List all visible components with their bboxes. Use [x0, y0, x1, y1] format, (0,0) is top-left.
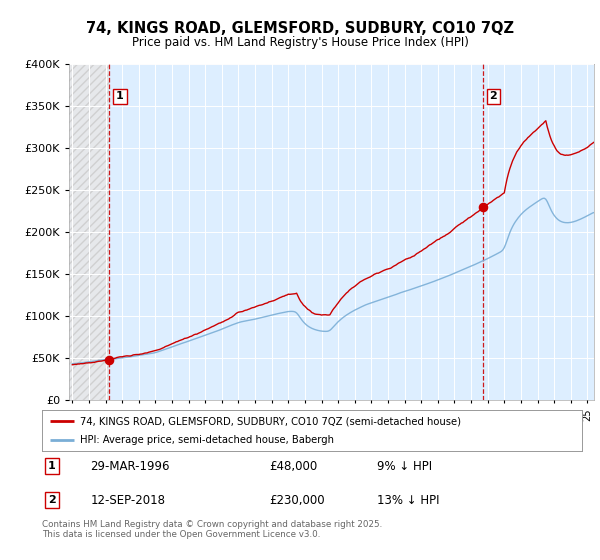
Text: 9% ↓ HPI: 9% ↓ HPI	[377, 460, 432, 473]
Text: Price paid vs. HM Land Registry's House Price Index (HPI): Price paid vs. HM Land Registry's House …	[131, 36, 469, 49]
Text: 74, KINGS ROAD, GLEMSFORD, SUDBURY, CO10 7QZ: 74, KINGS ROAD, GLEMSFORD, SUDBURY, CO10…	[86, 21, 514, 36]
Text: 74, KINGS ROAD, GLEMSFORD, SUDBURY, CO10 7QZ (semi-detached house): 74, KINGS ROAD, GLEMSFORD, SUDBURY, CO10…	[80, 417, 461, 426]
Text: 29-MAR-1996: 29-MAR-1996	[91, 460, 170, 473]
Text: 13% ↓ HPI: 13% ↓ HPI	[377, 494, 439, 507]
Point	[104, 356, 114, 365]
Bar	[69, 64, 109, 400]
Point	[478, 203, 488, 212]
Text: 1: 1	[116, 91, 124, 101]
Text: Contains HM Land Registry data © Crown copyright and database right 2025.
This d: Contains HM Land Registry data © Crown c…	[42, 520, 382, 539]
Text: 2: 2	[490, 91, 497, 101]
Text: HPI: Average price, semi-detached house, Babergh: HPI: Average price, semi-detached house,…	[80, 435, 334, 445]
Text: £230,000: £230,000	[269, 494, 325, 507]
Text: 12-SEP-2018: 12-SEP-2018	[91, 494, 166, 507]
Text: £48,000: £48,000	[269, 460, 317, 473]
Text: 1: 1	[48, 461, 56, 472]
Text: 2: 2	[48, 495, 56, 505]
